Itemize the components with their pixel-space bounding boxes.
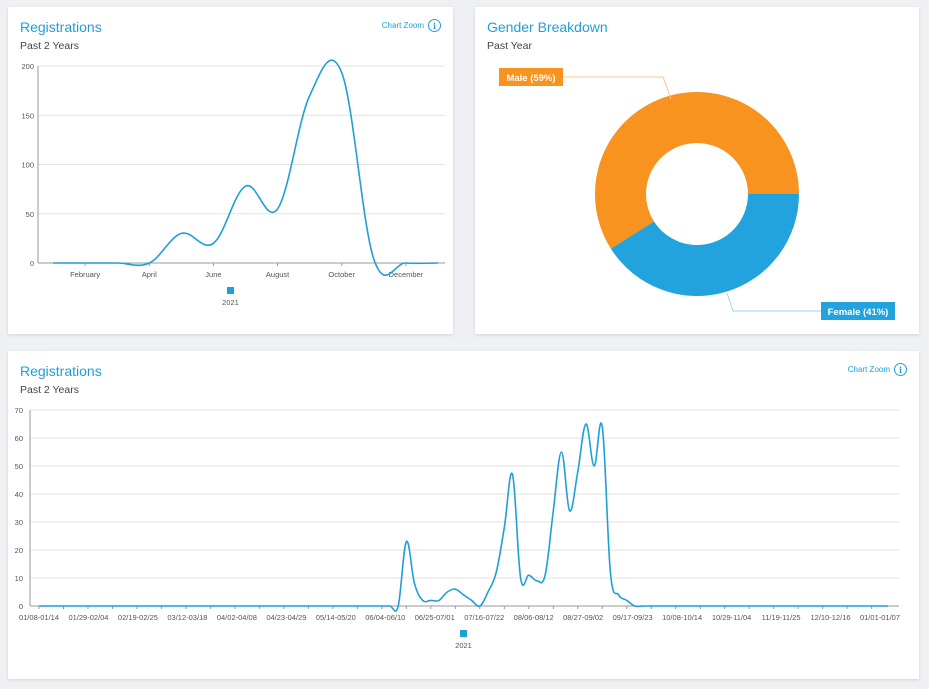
x-tick-label: 03/12-03/18 — [167, 613, 207, 622]
x-tick-label: 04/02-04/08 — [217, 613, 257, 622]
x-tick-label: 05/14-05/20 — [316, 613, 356, 622]
series-line-2021 — [39, 422, 888, 612]
legend-swatch — [227, 287, 234, 294]
male-label-box — [499, 68, 563, 86]
registrations-line-chart: 0 50 100 150 200 February April June August Octob… — [21, 59, 445, 307]
y-tick-label: 150 — [21, 111, 34, 120]
x-tick-label: 08/27-09/02 — [563, 613, 603, 622]
x-tick-label: December — [389, 270, 424, 279]
info-icon: i — [428, 19, 441, 32]
x-tick-label: 06/04-06/10 — [365, 613, 405, 622]
x-tick-label: October — [328, 270, 355, 279]
x-tick-label: 04/23-04/29 — [266, 613, 306, 622]
panel-title: Registrations — [20, 363, 102, 379]
y-tick-label: 100 — [21, 161, 34, 170]
x-tick-label: 01/08-01/14 — [19, 613, 59, 622]
legend-label: 2021 — [222, 298, 239, 307]
registrations-card-top: Registrations Past 2 Years Chart Zoom i … — [8, 7, 453, 334]
y-tick-label: 50 — [26, 210, 34, 219]
y-tick-label: 10 — [15, 574, 23, 583]
female-label-box — [821, 302, 895, 320]
pie-slice-female — [610, 194, 799, 297]
x-tick-label: 02/19-02/25 — [118, 613, 158, 622]
chart-zoom-label: Chart Zoom — [847, 365, 890, 374]
y-tick-label: 50 — [15, 462, 23, 471]
pie-slice-male — [595, 92, 799, 249]
male-connector — [563, 76, 672, 100]
x-tick-label: April — [142, 270, 157, 279]
info-icon: i — [894, 363, 907, 376]
panel-title: Registrations — [20, 19, 102, 35]
y-tick-label: 30 — [15, 518, 23, 527]
y-tick-label: 200 — [21, 62, 34, 71]
legend-label: 2021 — [455, 641, 472, 650]
x-tick-label: 08/06-08/12 — [514, 613, 554, 622]
chart-zoom-button[interactable]: Chart Zoom i — [382, 19, 441, 32]
gender-donut-chart: Male (59%) Female (41%) — [499, 68, 895, 320]
x-tick-label: 10/29-11/04 — [712, 613, 751, 622]
y-tick-label: 70 — [15, 406, 23, 415]
x-tick-label: 11/19-11/25 — [762, 613, 801, 622]
male-label: Male (59%) — [506, 73, 555, 84]
female-label: Female (41%) — [828, 307, 889, 318]
y-tick-label: 40 — [15, 490, 23, 499]
x-tick-label: 09/17-09/23 — [613, 613, 653, 622]
x-tick-label: February — [70, 270, 100, 279]
registrations-card-bottom: Registrations Past 2 Years Chart Zoom i … — [8, 351, 919, 679]
gender-breakdown-card: Gender Breakdown Past Year Male (59%) Fem… — [475, 7, 919, 334]
x-tick-label: 10/08-10/14 — [662, 613, 702, 622]
chart-zoom-label: Chart Zoom — [381, 21, 424, 30]
chart-zoom-button[interactable]: Chart Zoom i — [848, 363, 907, 376]
y-tick-label: 0 — [30, 259, 34, 268]
panel-subtitle: Past 2 Years — [20, 384, 79, 396]
x-tick-label: 01/01-01/07 — [860, 613, 900, 622]
x-tick-label: 06/25-07/01 — [415, 613, 455, 622]
x-tick-label: June — [205, 270, 221, 279]
y-tick-label: 20 — [15, 546, 23, 555]
y-tick-label: 0 — [19, 602, 23, 611]
x-tick-label: 07/16-07/22 — [464, 613, 504, 622]
x-tick-label: 01/29-02/04 — [68, 613, 108, 622]
panel-subtitle: Past 2 Years — [20, 40, 79, 52]
legend-swatch — [460, 630, 467, 637]
registrations-weekly-line-chart: 0 10 20 30 40 50 60 70 01/08-01/14 01/29-02/04 02/… — [15, 406, 900, 650]
female-connector — [726, 292, 821, 312]
panel-title: Gender Breakdown — [487, 19, 608, 35]
panel-subtitle: Past Year — [487, 40, 532, 52]
x-tick-label: 12/10-12/16 — [811, 613, 851, 622]
x-tick-label: August — [266, 270, 290, 279]
series-line-2021 — [52, 59, 439, 276]
y-tick-label: 60 — [15, 434, 23, 443]
